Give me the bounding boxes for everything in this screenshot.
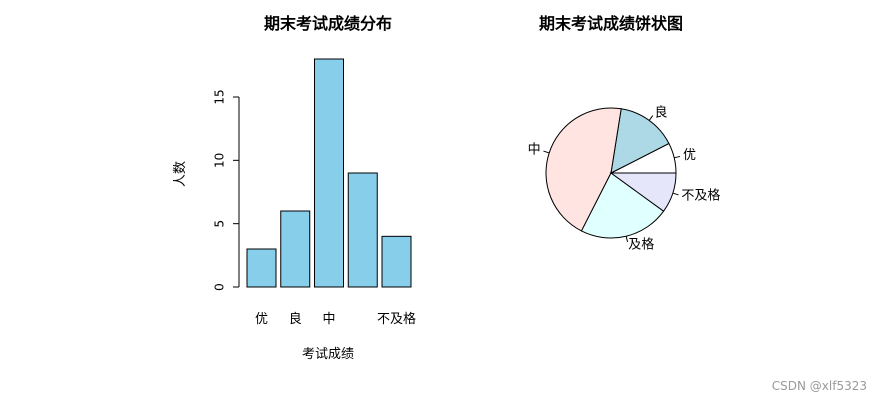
y-tick-label: 15: [213, 89, 227, 104]
x-tick-label: 优: [255, 312, 268, 327]
pie-label-leader: [625, 236, 629, 243]
y-tick-label: 10: [213, 153, 227, 168]
x-tick-label: 不及格: [377, 311, 416, 327]
bar-良: [280, 210, 311, 288]
y-axis-title: 人数: [173, 161, 188, 187]
pie-label: 不及格: [681, 187, 720, 203]
pie-label-leader: [672, 192, 679, 196]
pie-slice-良: [610, 108, 670, 174]
bar-chart-title: 期末考试成绩分布: [264, 14, 392, 33]
bar-优: [246, 248, 277, 288]
y-axis-ticks: 0 5 10 15: [213, 89, 239, 291]
pie-label: 良: [654, 105, 667, 121]
bar-group: [246, 58, 412, 288]
x-tick-label: 良: [289, 311, 302, 327]
bar-不及格: [381, 235, 412, 288]
x-axis-title: 考试成绩: [302, 347, 354, 362]
y-tick-label: 0: [213, 283, 227, 291]
pie-slice-不及格: [609, 172, 677, 212]
pie-label-leader: [543, 150, 550, 154]
pie-label-leader: [648, 115, 654, 121]
pie-label: 及格: [628, 236, 654, 252]
pie-slices: [545, 107, 677, 239]
pie-slice-中: [545, 107, 622, 232]
watermark: CSDN @xlf5323: [771, 379, 867, 393]
pie-label-leader: [674, 155, 681, 159]
bar-中: [314, 58, 344, 288]
pie-label: 优: [683, 148, 696, 163]
x-axis-labels: 优 良 中 不及格: [255, 311, 416, 327]
y-tick-label: 5: [213, 220, 227, 228]
pie-chart-title: 期末考试成绩饼状图: [539, 14, 683, 33]
x-tick-label: 中: [322, 312, 335, 327]
pie-label: 中: [528, 143, 541, 158]
bar-chart: 期末考试成绩分布 0 5 10 15 优 良 中 不及格 考试成绩 人数: [173, 14, 416, 362]
pie-slice-及格: [580, 172, 665, 239]
bar-及格: [347, 172, 378, 288]
